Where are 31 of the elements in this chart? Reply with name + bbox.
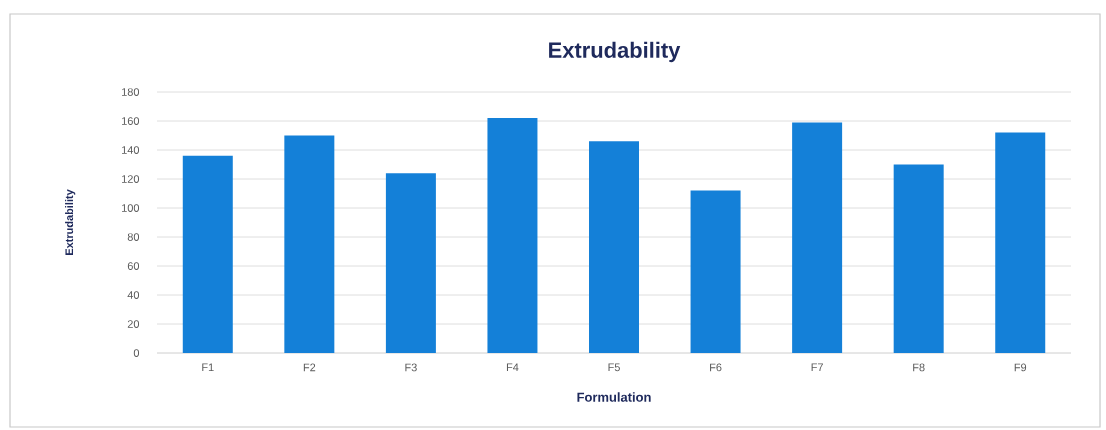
bar [182, 155, 233, 353]
x-axis-title: Formulation [577, 392, 651, 402]
y-tick-label: 100 [122, 204, 140, 212]
y-tick-label: 0 [133, 349, 140, 357]
bar [385, 173, 436, 353]
x-tick-label: F2 [303, 363, 316, 372]
y-axis-title: Extrudability [65, 189, 76, 255]
bar [893, 164, 944, 353]
x-tick-label: F8 [913, 363, 925, 372]
chart-title: Extrudability [549, 41, 681, 63]
y-tick-label: 160 [122, 117, 140, 125]
y-tick-label: 120 [122, 175, 140, 183]
y-tick-label: 20 [127, 320, 140, 328]
bar [792, 122, 843, 353]
bar [690, 190, 741, 353]
y-tick-label: 180 [122, 88, 140, 96]
bar [995, 132, 1046, 353]
x-tick-label: F6 [710, 363, 722, 372]
x-tick-label: F9 [1014, 363, 1027, 372]
y-tick-label: 80 [127, 233, 140, 241]
x-tick-label: F4 [506, 363, 519, 372]
bar [589, 141, 640, 353]
x-tick-label: F7 [811, 363, 823, 372]
y-tick-label: 40 [127, 291, 140, 299]
x-tick-label: F3 [405, 363, 417, 372]
x-tick-label: F5 [608, 363, 620, 372]
y-tick-label: 60 [127, 262, 140, 270]
y-tick-label: 140 [122, 146, 140, 154]
x-tick-label: F1 [202, 363, 214, 372]
bar [284, 135, 335, 353]
bar [487, 118, 538, 353]
